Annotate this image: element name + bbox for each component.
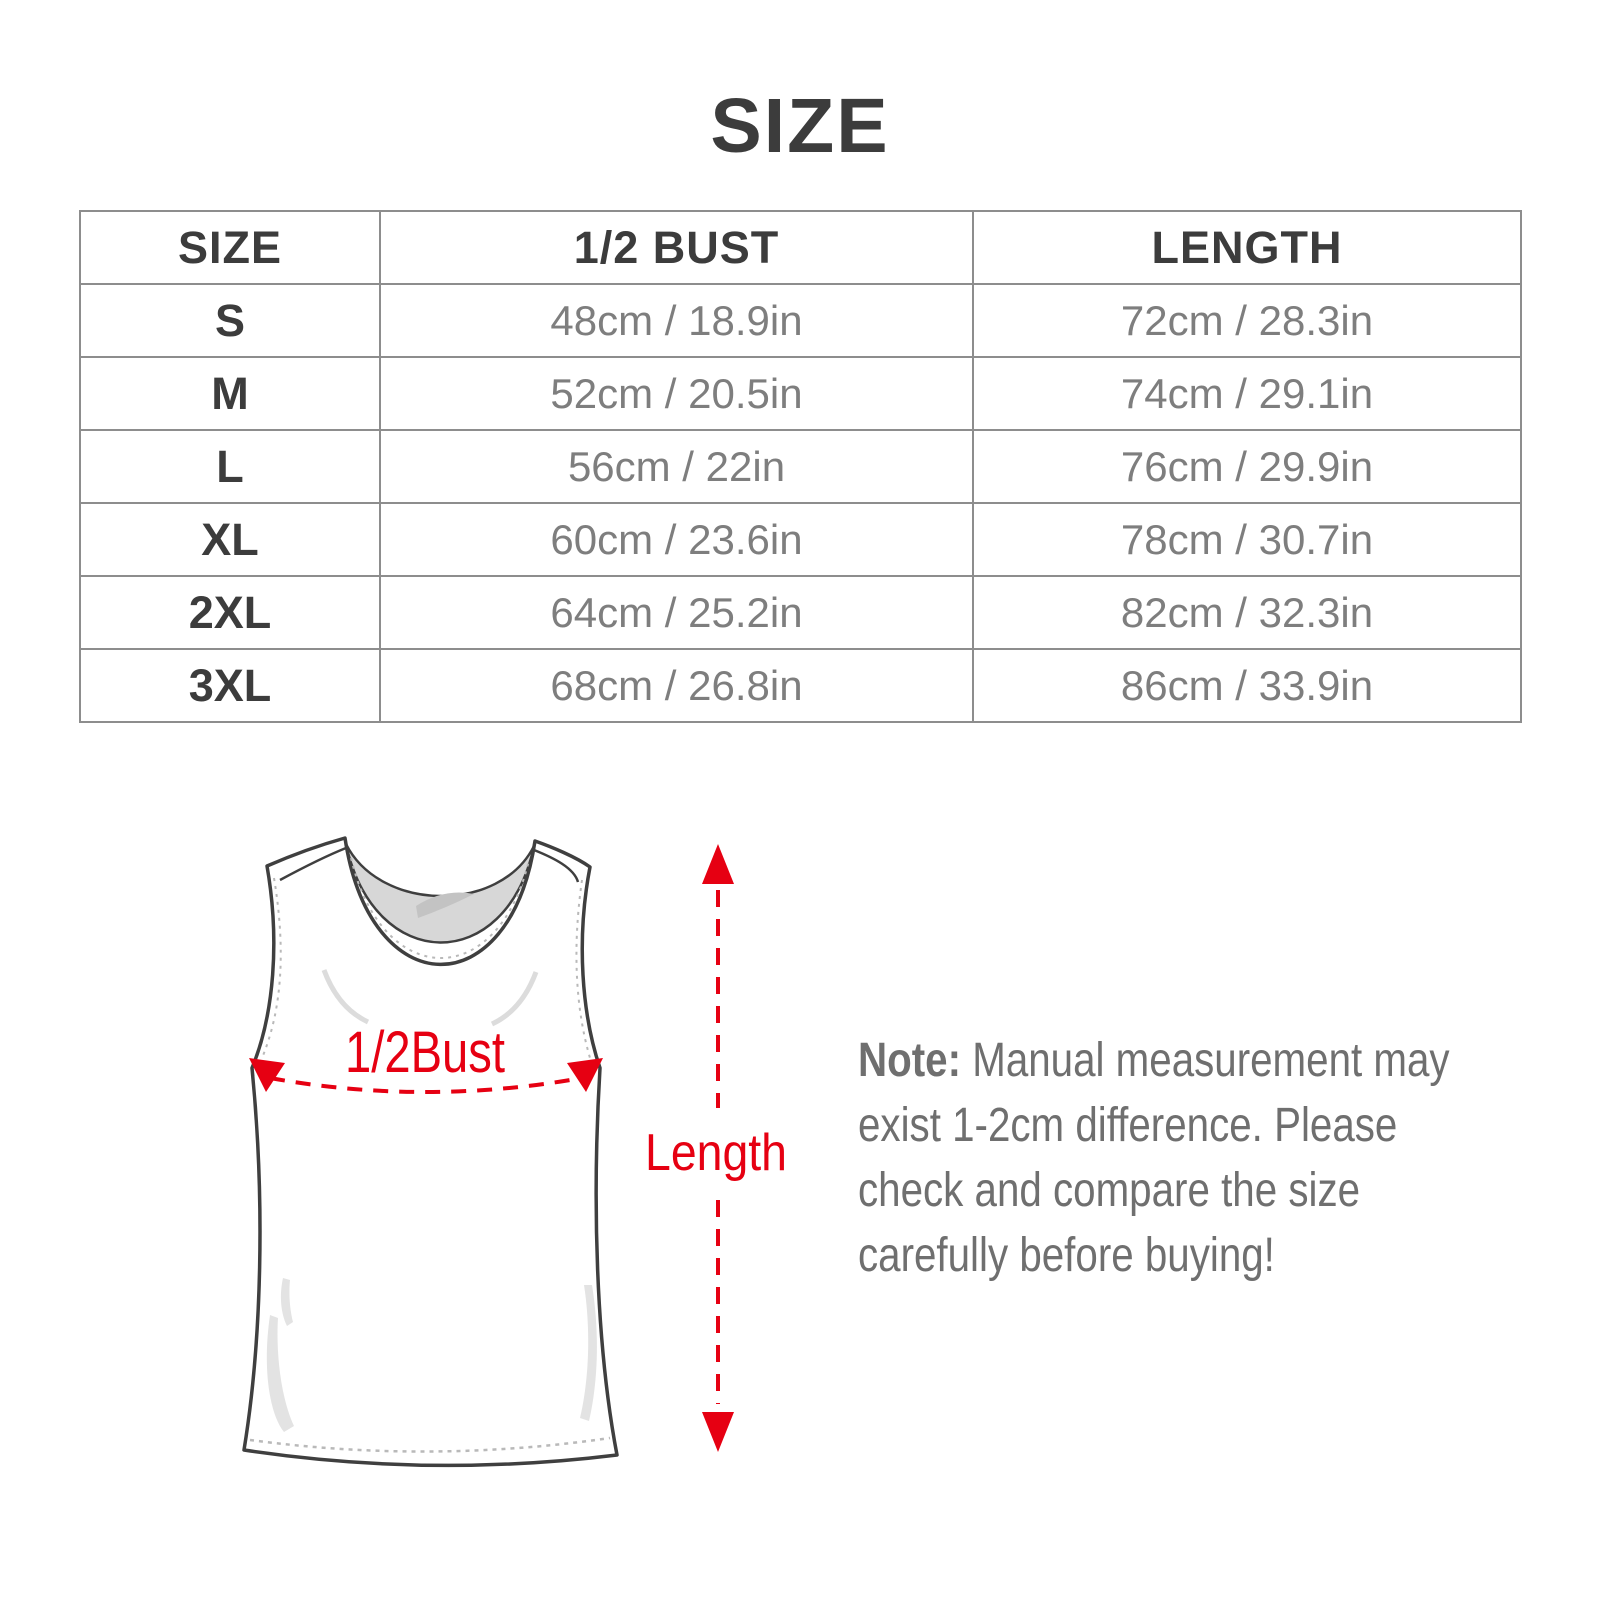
table-row: 3XL 68cm / 26.8in 86cm / 33.9in [79, 648, 1522, 723]
left-side-shading [280, 1278, 293, 1326]
under-collar-shadow-left [321, 969, 370, 1025]
table-row: S 48cm / 18.9in 72cm / 28.3in [79, 283, 1522, 358]
length-cell: 72cm / 28.3in [972, 283, 1522, 358]
note-label: Note: [858, 1034, 962, 1087]
length-cell: 82cm / 32.3in [972, 575, 1522, 650]
right-side-shading [580, 1285, 597, 1421]
size-cell: S [79, 283, 381, 358]
left-armhole-stitch [261, 877, 282, 1059]
note-line: check and compare the size [858, 1164, 1361, 1217]
table-row: L 56cm / 22in 76cm / 29.9in [79, 429, 1522, 504]
note-text: Note: Manual measurement may exist 1-2cm… [858, 1028, 1450, 1288]
note-line-text: Manual measurement may [972, 1034, 1450, 1087]
collar-stitch-line [350, 857, 530, 959]
right-strap-inner-edge [533, 848, 580, 883]
header-length: LENGTH [972, 210, 1522, 285]
header-size: SIZE [79, 210, 381, 285]
size-cell: 2XL [79, 575, 381, 650]
half-bust-arrow: 1/2Bust [249, 1020, 603, 1094]
half-bust-cell: 68cm / 26.8in [379, 648, 974, 723]
size-cell: 3XL [79, 648, 381, 723]
half-bust-cell: 64cm / 25.2in [379, 575, 974, 650]
page-title: SIZE [710, 83, 890, 169]
collar-back-panel [344, 843, 536, 944]
size-cell: L [79, 429, 381, 504]
size-cell: M [79, 356, 381, 431]
half-bust-label: 1/2Bust [345, 1020, 505, 1085]
neck-shading [416, 892, 474, 918]
length-arrow: Length [645, 844, 787, 1452]
half-bust-cell: 48cm / 18.9in [379, 283, 974, 358]
length-cell: 86cm / 33.9in [972, 648, 1522, 723]
hem-stitch-line [249, 1436, 611, 1453]
length-arrowhead-top [702, 844, 734, 884]
note-line: carefully before buying! [858, 1229, 1275, 1282]
table-header-row: SIZE 1/2 BUST LENGTH [79, 210, 1522, 285]
under-collar-shadow-right [490, 971, 539, 1027]
table-row: M 52cm / 20.5in 74cm / 29.1in [79, 356, 1522, 431]
note-line: exist 1-2cm difference. Please [858, 1099, 1398, 1152]
half-bust-dashed-curve [269, 1076, 583, 1094]
right-armhole-stitch [575, 879, 591, 1059]
half-bust-cell: 56cm / 22in [379, 429, 974, 504]
length-cell: 74cm / 29.1in [972, 356, 1522, 431]
size-table: SIZE 1/2 BUST LENGTH S 48cm / 18.9in 72c… [79, 210, 1522, 723]
half-bust-arrowhead-right [567, 1058, 603, 1092]
length-arrowhead-bottom [702, 1412, 734, 1452]
half-bust-cell: 60cm / 23.6in [379, 502, 974, 577]
length-cell: 78cm / 30.7in [972, 502, 1522, 577]
half-bust-arrowhead-left [249, 1058, 285, 1092]
length-label: Length [645, 1124, 787, 1182]
left-strap-inner-edge [279, 846, 347, 882]
size-cell: XL [79, 502, 381, 577]
left-hem-shading [266, 1315, 294, 1432]
tank-top-illustration [242, 836, 619, 1468]
header-half-bust: 1/2 BUST [379, 210, 974, 285]
table-row: 2XL 64cm / 25.2in 82cm / 32.3in [79, 575, 1522, 650]
table-row: XL 60cm / 23.6in 78cm / 30.7in [79, 502, 1522, 577]
half-bust-cell: 52cm / 20.5in [379, 356, 974, 431]
length-cell: 76cm / 29.9in [972, 429, 1522, 504]
tank-top-measurement-diagram: 1/2Bust Length [242, 836, 787, 1468]
note-line: Note: Manual measurement may [858, 1028, 1450, 1093]
